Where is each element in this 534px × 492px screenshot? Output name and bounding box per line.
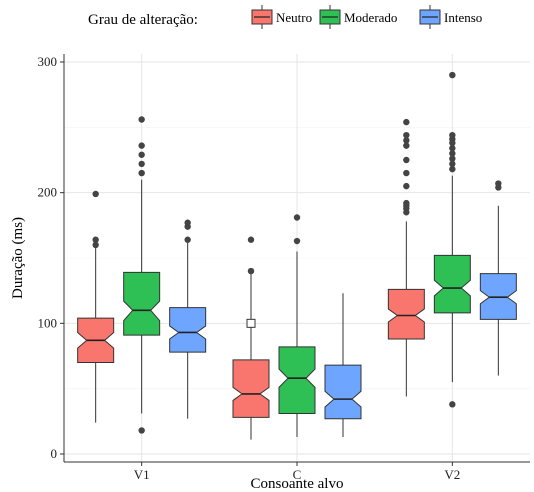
outlier-point	[403, 131, 410, 139]
outlier-point	[92, 236, 99, 243]
box-neutro-v1	[77, 190, 115, 423]
legend-key-neutro: Neutro	[251, 5, 312, 29]
legend: Grau de alteração: Neutro Moderado Intenso	[88, 5, 482, 29]
x-tick-label: C	[293, 467, 302, 482]
box-neutro-v2	[387, 118, 425, 397]
y-tick-label: 300	[38, 54, 58, 69]
outlier-point	[449, 131, 456, 139]
box-body	[324, 364, 362, 420]
box-intenso-c	[324, 293, 362, 438]
box-body	[278, 346, 316, 414]
outlier-point	[403, 156, 410, 164]
outlier-point	[449, 165, 456, 173]
box-moderado-v2	[433, 71, 471, 408]
outlier-point	[138, 427, 145, 434]
outlier-point	[495, 180, 502, 187]
outlier-point	[138, 116, 145, 123]
outlier-point	[449, 160, 456, 168]
box-body	[387, 288, 425, 340]
outlier-point	[449, 401, 456, 408]
outlier-point	[403, 182, 410, 190]
box-neutro-c	[232, 236, 270, 440]
outlier-point	[138, 142, 145, 149]
box-body	[433, 254, 471, 314]
box-body	[169, 307, 207, 353]
x-tick-label: V2	[444, 467, 460, 482]
outlier-point	[403, 118, 410, 126]
outlier-point	[247, 236, 255, 243]
outlier-point	[138, 160, 145, 168]
x-tick-label: V1	[134, 467, 150, 482]
box-moderado-v1	[123, 116, 161, 434]
y-axis-title: Duração (ms)	[10, 217, 26, 299]
box-intenso-v1	[169, 219, 207, 419]
hollow-square-marker	[246, 318, 256, 328]
box-moderado-c	[278, 214, 316, 438]
box-body	[123, 271, 161, 336]
outlier-point	[449, 150, 456, 157]
outlier-point	[403, 142, 410, 149]
outlier-point	[449, 155, 456, 162]
outlier-point	[449, 145, 456, 152]
boxes-layer	[77, 71, 517, 440]
box-body	[232, 359, 270, 418]
x-axis-title: Consoante alvo	[251, 476, 344, 492]
outlier-point	[184, 219, 191, 226]
legend-title: Grau de alteração:	[88, 12, 198, 28]
axes: 0 100 200 300 V1 C V2	[38, 54, 530, 482]
outlier-point	[403, 199, 410, 207]
legend-label: Neutro	[276, 10, 312, 25]
y-tick-label: 100	[38, 315, 58, 330]
outlier-point	[92, 241, 99, 249]
outlier-point	[293, 214, 301, 221]
outlier-point	[92, 190, 99, 198]
y-tick-label: 200	[38, 185, 58, 200]
outlier-point	[293, 237, 301, 245]
legend-label: Intenso	[444, 10, 482, 25]
legend-key-intenso: Intenso	[419, 5, 482, 29]
outlier-point	[403, 169, 410, 177]
legend-label: Moderado	[344, 10, 397, 25]
box-intenso-v2	[479, 180, 517, 376]
outlier-point	[247, 267, 255, 275]
outlier-point	[403, 137, 410, 144]
y-tick-label: 0	[51, 446, 58, 461]
outlier-point	[449, 71, 456, 79]
legend-key-moderado: Moderado	[319, 5, 397, 29]
outlier-point	[138, 151, 145, 158]
outlier-point	[138, 169, 145, 177]
outlier-point	[184, 236, 191, 243]
